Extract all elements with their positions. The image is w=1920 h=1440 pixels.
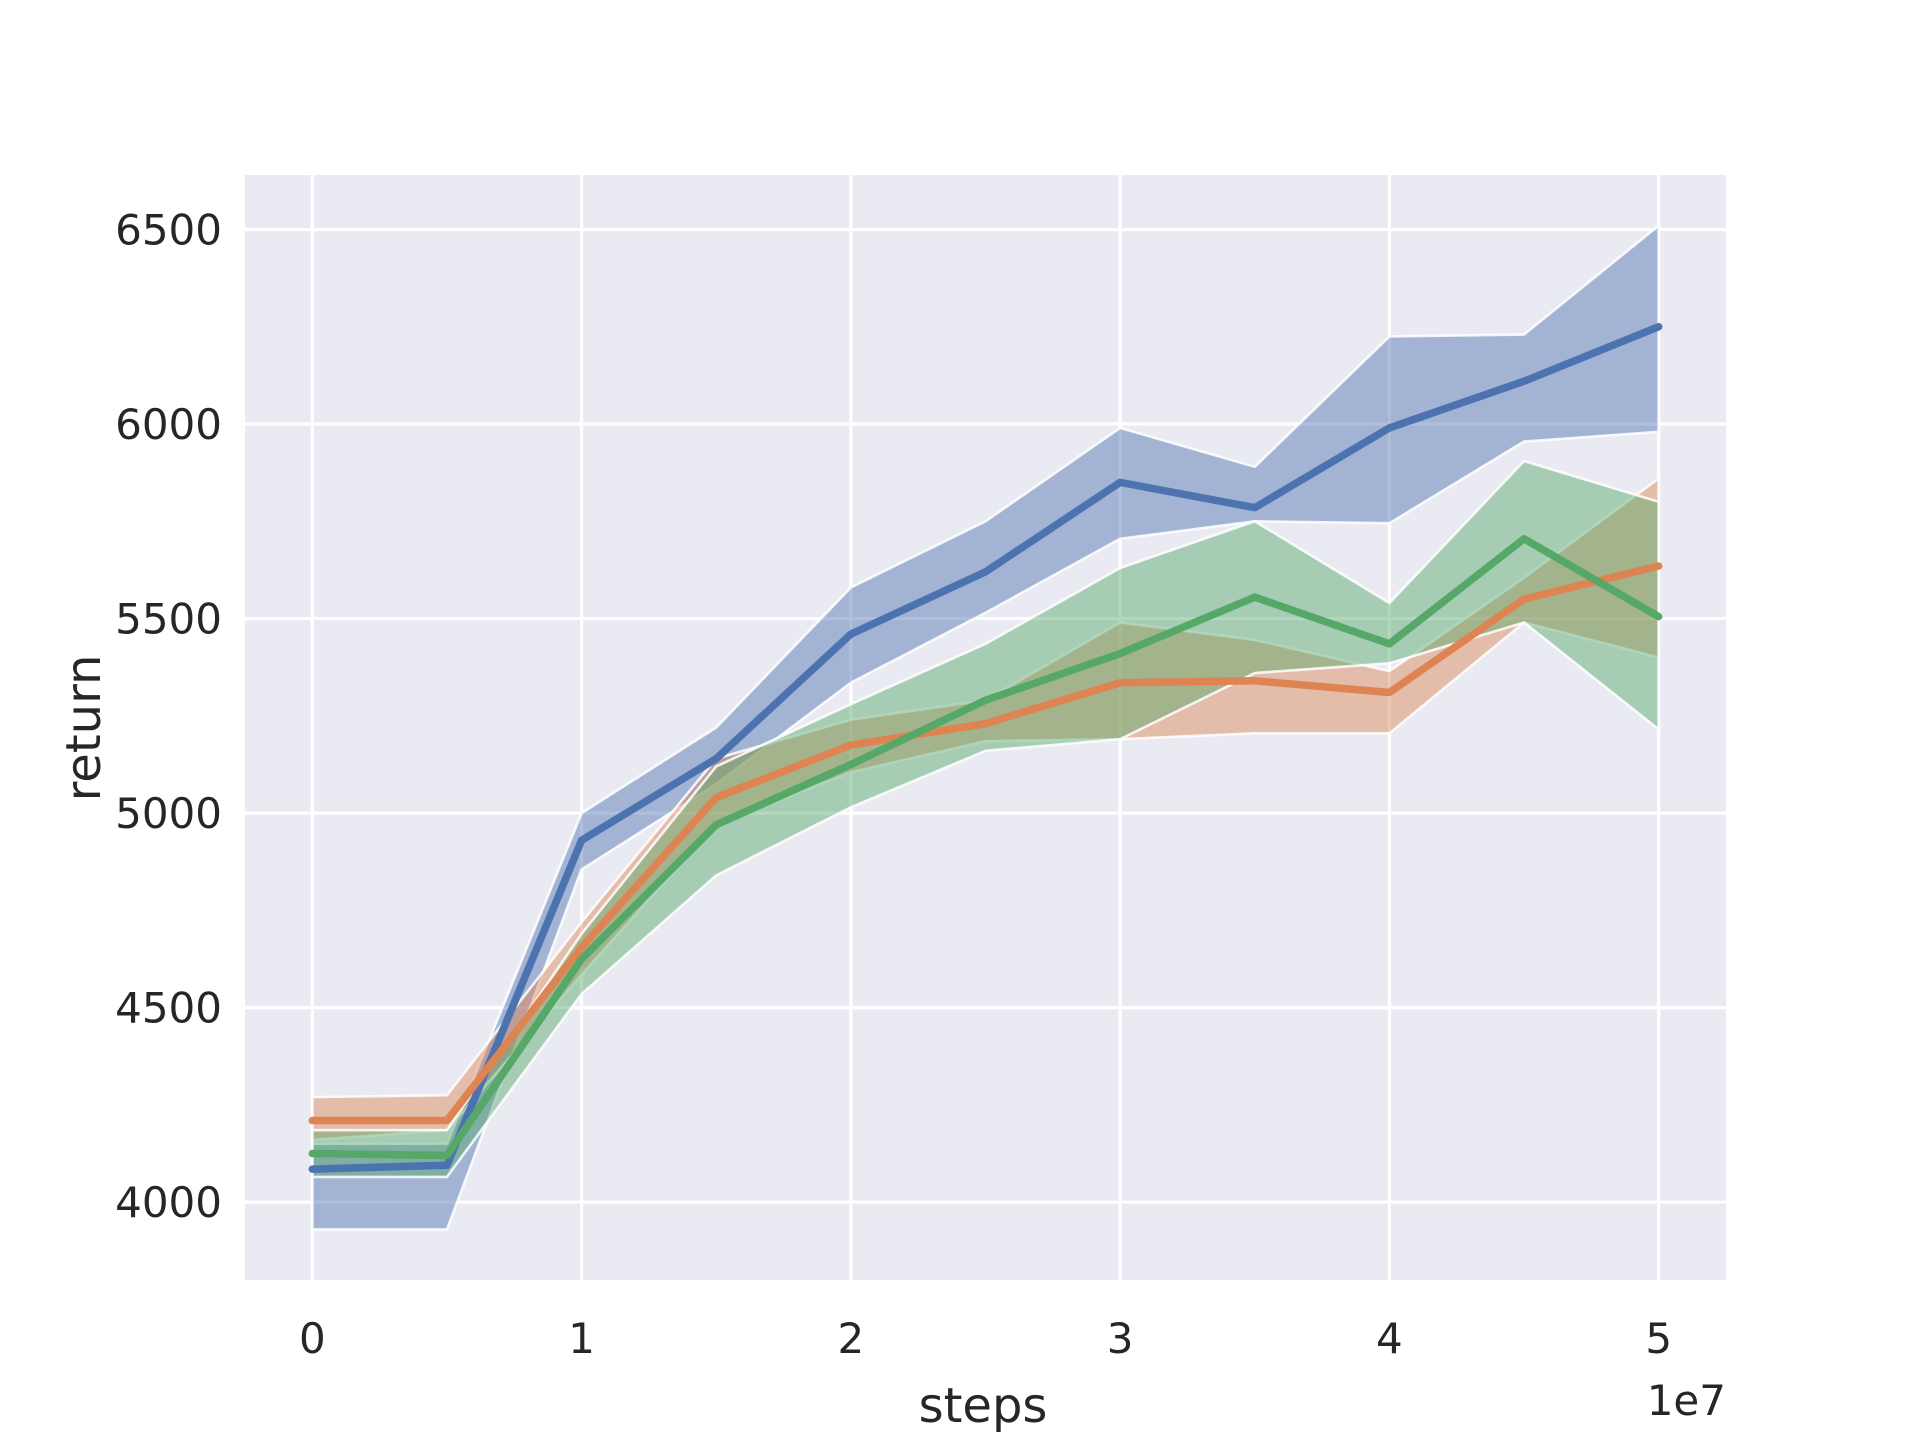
y-tick-labels: 4000 4500 5000 5500 6000 6500 [115, 205, 222, 1227]
line-blue [308, 322, 1663, 1173]
x-tick-label-2: 2 [837, 1314, 864, 1363]
x-tick-labels: 0 1 2 3 4 5 [299, 1314, 1672, 1363]
x-tick-label-0: 0 [299, 1314, 326, 1363]
y-tick-label-4500: 4500 [115, 984, 222, 1033]
x-axis-label: steps [919, 1378, 1048, 1434]
x-tick-label-1: 1 [568, 1314, 595, 1363]
y-tick-label-5000: 5000 [115, 789, 222, 838]
y-tick-label-4000: 4000 [115, 1178, 222, 1227]
band-green [311, 459, 1660, 1179]
line-green [308, 535, 1663, 1160]
x-tick-label-3: 3 [1107, 1314, 1134, 1363]
y-tick-label-5500: 5500 [115, 595, 222, 644]
series-lines [308, 322, 1663, 1173]
confidence-bands [311, 224, 1660, 1231]
gridlines [245, 175, 1726, 1280]
y-tick-label-6000: 6000 [115, 400, 222, 449]
y-axis-label: return [56, 655, 112, 802]
x-axis-offset-label: 1e7 [1647, 1376, 1726, 1425]
y-tick-label-6500: 6500 [115, 205, 222, 254]
x-tick-label-5: 5 [1645, 1314, 1672, 1363]
line-orange [308, 562, 1663, 1125]
x-tick-label-4: 4 [1376, 1314, 1403, 1363]
